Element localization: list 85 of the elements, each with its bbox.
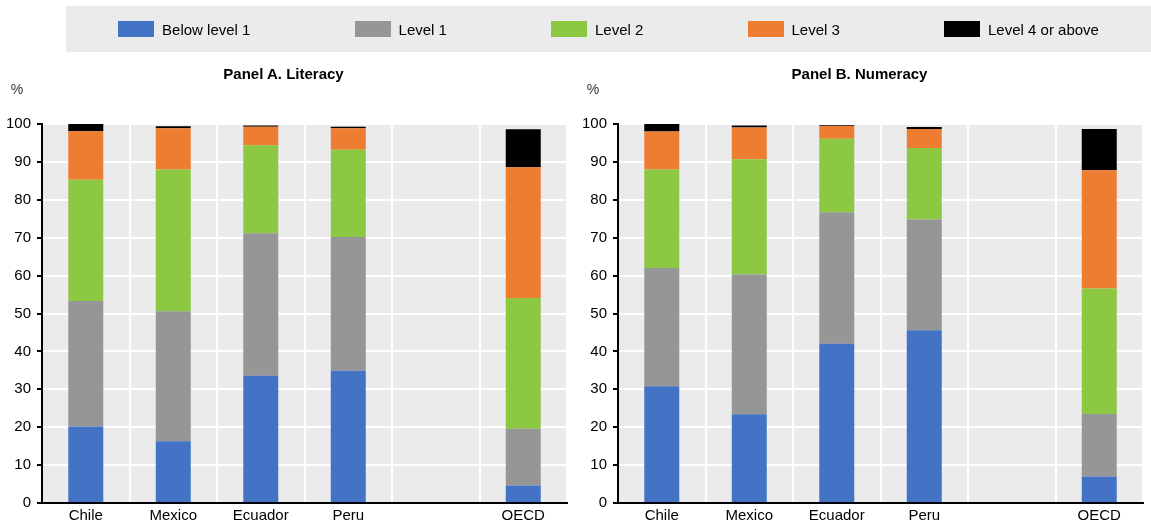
legend-label: Level 2 bbox=[595, 20, 644, 38]
bar bbox=[243, 375, 279, 502]
y-tick-label: 100 bbox=[6, 114, 32, 132]
y-tick-label: 100 bbox=[582, 114, 608, 132]
bar bbox=[68, 131, 104, 180]
bar bbox=[243, 145, 279, 234]
bar bbox=[1081, 413, 1117, 477]
bar bbox=[731, 274, 767, 415]
legend-label: Level 1 bbox=[398, 20, 447, 38]
y-tick-label: 60 bbox=[14, 265, 32, 283]
y-tick-label: 80 bbox=[14, 189, 32, 207]
y-tick-label: 10 bbox=[590, 455, 608, 473]
y-axis-title: % bbox=[586, 81, 600, 97]
y-tick-label: 90 bbox=[590, 152, 608, 170]
bar bbox=[505, 167, 541, 298]
x-tick-label: Peru bbox=[332, 506, 365, 524]
y-tick-label: 0 bbox=[22, 493, 32, 511]
bar bbox=[731, 159, 767, 275]
x-tick-label: OECD bbox=[501, 506, 546, 524]
y-tick-label: 30 bbox=[590, 379, 608, 397]
y-tick-label: 10 bbox=[14, 455, 32, 473]
y-tick-label: 50 bbox=[14, 303, 32, 321]
bar bbox=[819, 125, 855, 139]
bar bbox=[155, 169, 191, 312]
x-tick-label: Peru bbox=[908, 506, 941, 524]
legend-label: Level 4 or above bbox=[988, 20, 1099, 38]
bar bbox=[330, 370, 366, 502]
y-tick-label: 70 bbox=[14, 227, 32, 245]
bar bbox=[68, 124, 104, 132]
x-tick-label: Chile bbox=[68, 506, 103, 524]
x-tick-label: Chile bbox=[644, 506, 679, 524]
x-tick-label: OECD bbox=[1077, 506, 1122, 524]
bar bbox=[644, 124, 680, 132]
y-tick-label: 20 bbox=[14, 417, 32, 435]
y-tick-label: 40 bbox=[14, 341, 32, 359]
bar bbox=[906, 128, 942, 148]
bar bbox=[644, 131, 680, 170]
y-tick-label: 30 bbox=[14, 379, 32, 397]
bar bbox=[155, 311, 191, 442]
bar bbox=[505, 428, 541, 486]
x-tick-label: Mexico bbox=[725, 506, 774, 524]
y-axis-title: % bbox=[10, 81, 24, 97]
bar bbox=[1081, 128, 1117, 171]
bar bbox=[330, 149, 366, 237]
bar bbox=[644, 169, 680, 269]
bar bbox=[731, 127, 767, 160]
bar bbox=[906, 330, 942, 502]
bar bbox=[68, 426, 104, 502]
bar bbox=[330, 236, 366, 371]
chart-title: Panel B. Numeracy bbox=[791, 65, 929, 83]
bar bbox=[505, 485, 541, 502]
bar bbox=[1081, 288, 1117, 414]
y-tick-label: 20 bbox=[590, 417, 608, 435]
bar bbox=[243, 233, 279, 376]
bar bbox=[906, 147, 942, 220]
bar bbox=[819, 212, 855, 344]
bar bbox=[68, 179, 104, 301]
bar bbox=[1081, 476, 1117, 502]
y-tick-label: 40 bbox=[590, 341, 608, 359]
bar bbox=[819, 343, 855, 502]
bar bbox=[330, 128, 366, 150]
y-tick-label: 90 bbox=[14, 152, 32, 170]
y-tick-label: 80 bbox=[590, 189, 608, 207]
chart-title: Panel A. Literacy bbox=[223, 65, 345, 83]
bar bbox=[819, 138, 855, 213]
bar bbox=[505, 297, 541, 429]
bar bbox=[731, 414, 767, 502]
y-tick-label: 50 bbox=[590, 303, 608, 321]
legend-label: Below level 1 bbox=[162, 20, 251, 38]
bar bbox=[243, 126, 279, 146]
bar bbox=[155, 441, 191, 502]
bar bbox=[155, 128, 191, 170]
y-tick-label: 70 bbox=[590, 227, 608, 245]
legend-label: Level 3 bbox=[791, 20, 840, 38]
y-tick-label: 60 bbox=[590, 265, 608, 283]
bar bbox=[906, 219, 942, 331]
x-tick-label: Ecuador bbox=[808, 506, 865, 524]
x-tick-label: Mexico bbox=[149, 506, 198, 524]
bar bbox=[644, 386, 680, 502]
x-tick-label: Ecuador bbox=[232, 506, 289, 524]
bar bbox=[1081, 170, 1117, 289]
y-tick-label: 0 bbox=[598, 493, 608, 511]
bar bbox=[505, 129, 541, 168]
bar bbox=[68, 300, 104, 427]
bar bbox=[644, 268, 680, 387]
